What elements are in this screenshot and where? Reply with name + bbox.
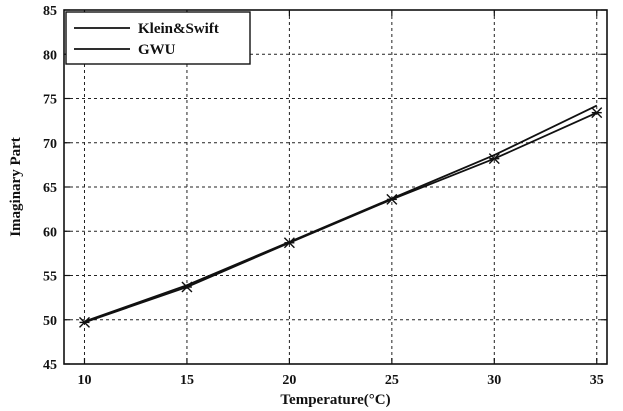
data-point-gwu: [78, 316, 90, 328]
data-point-gwu: [386, 193, 398, 205]
x-tick-label: 10: [77, 373, 91, 388]
data-point-gwu: [488, 153, 500, 165]
x-tick-label: 15: [180, 373, 194, 388]
series-line-gwu: [84, 111, 598, 324]
x-tick-label: 35: [590, 373, 604, 388]
y-tick-label: 45: [43, 358, 57, 373]
plot-frame: [63, 9, 608, 365]
y-tick-label: 75: [43, 93, 57, 108]
legend: Klein&Swift GWU: [65, 11, 251, 65]
y-tick-label: 85: [43, 4, 57, 19]
data-point-gwu: [283, 237, 295, 249]
y-tick-label: 80: [43, 48, 57, 63]
data-point-gwu: [591, 107, 603, 119]
x-axis-label: Temperature(°C): [280, 392, 390, 408]
y-axis-label: Imaginary Part: [8, 137, 24, 237]
x-tick-label: 20: [282, 373, 296, 388]
x-tick-label: 25: [385, 373, 399, 388]
x-tick-label: 30: [487, 373, 501, 388]
legend-label-klein-swift: Klein&Swift: [138, 21, 219, 37]
y-tick-label: 65: [43, 181, 57, 196]
legend-label-gwu: GWU: [138, 42, 176, 58]
legend-box: [65, 11, 251, 65]
y-tick-label: 60: [43, 225, 57, 240]
series-line-klein-swift: [84, 104, 598, 323]
y-tick-label: 50: [43, 314, 57, 329]
data-point-gwu: [181, 281, 193, 293]
axis-ticks: 10 15 20 25 30 35 45 50 55 60 65 70 75 80 85: [43, 4, 607, 388]
y-tick-label: 70: [43, 137, 57, 152]
y-tick-label: 55: [43, 270, 57, 285]
series-layer: [78, 104, 603, 328]
